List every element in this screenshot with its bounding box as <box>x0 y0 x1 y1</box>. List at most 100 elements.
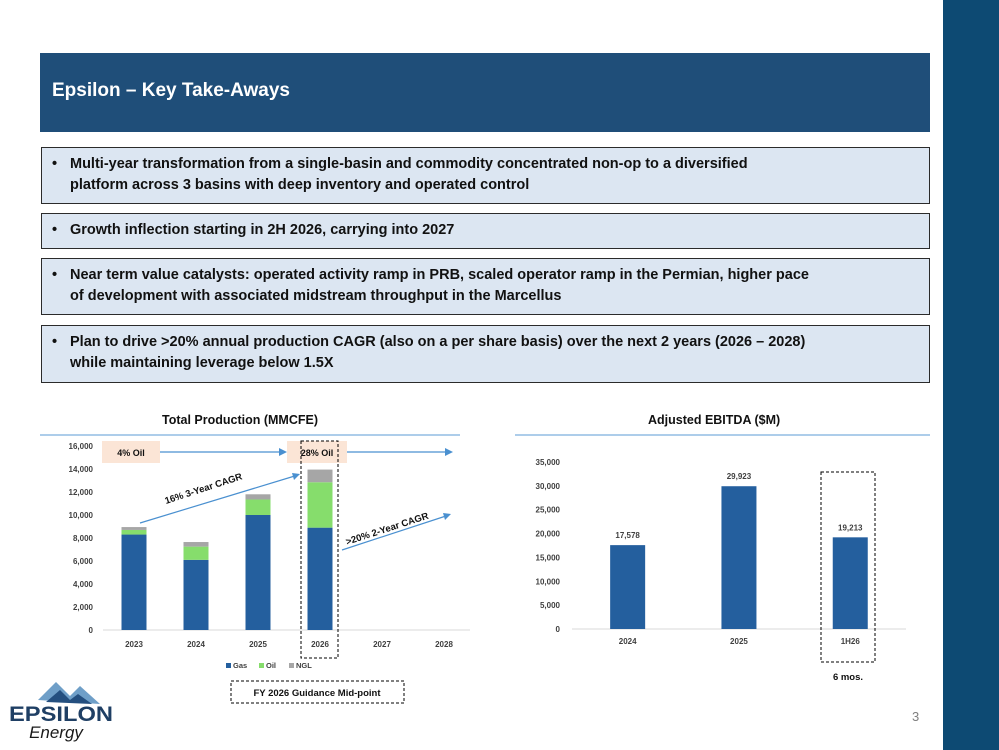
legend-swatch-ngl <box>289 663 294 668</box>
bullet-box-2: • Growth inflection starting in 2H 2026,… <box>41 213 930 249</box>
bars <box>121 469 333 630</box>
y-tick-label: 0 <box>556 625 561 634</box>
bullet-row: • Growth inflection starting in 2H 2026,… <box>52 220 917 241</box>
bullet-line: of development with associated midstream… <box>70 288 562 304</box>
bullet-row: • Multi-year transformation from a singl… <box>52 154 917 196</box>
cagr-3yr-arrow <box>139 474 299 524</box>
ebitda-chart: 0 5,000 10,000 15,000 20,000 25,000 30,000 35,0… <box>515 434 930 683</box>
bullet-line: Multi-year transformation from a single-… <box>70 156 748 172</box>
bullet-box-3: • Near term value catalysts: operated ac… <box>41 258 930 315</box>
oil-segment <box>307 482 333 528</box>
epsilon-logo: EPSILON Energy <box>9 682 113 742</box>
bullet-line: while maintaining leverage below 1.5X <box>70 355 334 371</box>
production-chart-title: Total Production (MMCFE) <box>162 413 318 427</box>
gas-segment <box>121 534 147 630</box>
legend: Gas Oil NGL <box>226 661 312 670</box>
y-tick-label: 16,000 <box>69 442 94 451</box>
gas-segment <box>183 559 209 630</box>
callout-box <box>287 441 347 463</box>
y-tick-label: 20,000 <box>536 530 561 539</box>
partial-period-label: 6 mos. <box>833 672 863 683</box>
bullet-row: • Plan to drive >20% annual production C… <box>52 332 917 374</box>
callout-box <box>102 441 160 463</box>
x-tick-label: 2023 <box>125 640 143 649</box>
ebitda-chart-title: Adjusted EBITDA ($M) <box>648 413 781 427</box>
cagr-2yr-arrow-head <box>443 513 451 520</box>
bullet-line: platform across 3 basins with deep inven… <box>70 177 530 193</box>
ebitda-bar <box>721 486 757 629</box>
y-tick-label: 5,000 <box>540 601 561 610</box>
legend-label-gas: Gas <box>233 661 247 670</box>
x-tick-label: 2026 <box>311 640 329 649</box>
y-tick-label: 30,000 <box>536 482 561 491</box>
slide-title: Epsilon – Key Take-Aways <box>52 80 290 101</box>
bars: 17,578 29,923 19,213 <box>610 472 868 629</box>
x-axis-ticks: 2024 2025 1H26 <box>619 637 861 646</box>
partial-period-highlight <box>820 471 876 663</box>
bullet-dot: • <box>52 334 58 350</box>
legend-label-oil: Oil <box>266 661 276 670</box>
y-tick-label: 10,000 <box>536 577 561 586</box>
bullet-line: Growth inflection starting in 2H 2026, c… <box>70 222 455 238</box>
title-band: Epsilon – Key Take-Aways <box>40 53 930 132</box>
y-axis-ticks: 0 2,000 4,000 6,000 8,000 10,000 12,000 14,000 1… <box>69 442 94 635</box>
x-tick-label: 2027 <box>373 640 391 649</box>
data-label: 17,578 <box>615 531 640 540</box>
logo-wordmark: EPSILON <box>9 703 113 726</box>
bullet-line: Near term value catalysts: operated acti… <box>70 267 809 283</box>
y-tick-label: 10,000 <box>69 511 94 520</box>
x-tick-label: 2025 <box>249 640 267 649</box>
legend-swatch-gas <box>226 663 231 668</box>
cagr-2yr-arrow <box>341 514 450 551</box>
gas-segment <box>307 527 333 630</box>
bullet-dot: • <box>52 222 58 238</box>
ebitda-bar <box>832 537 868 629</box>
x-tick-label: 2025 <box>730 637 748 646</box>
y-tick-label: 6,000 <box>73 557 94 566</box>
y-tick-label: 35,000 <box>536 458 561 467</box>
logo-subtitle: Energy <box>29 723 84 742</box>
x-tick-label: 2024 <box>619 637 637 646</box>
logo-mountain-front <box>46 690 92 704</box>
x-tick-label: 1H26 <box>841 637 861 646</box>
y-tick-label: 0 <box>89 626 94 635</box>
cagr-3yr-label: 16% 3-Year CAGR <box>164 471 244 506</box>
callout-text: 4% Oil <box>117 448 145 458</box>
oil-callout-2023: 4% Oil <box>102 441 160 463</box>
legend-swatch-oil <box>259 663 264 668</box>
guidance-label-box <box>230 680 405 704</box>
bullet-line: Plan to drive >20% annual production CAG… <box>70 334 806 350</box>
y-tick-label: 25,000 <box>536 506 561 515</box>
cagr-3yr-arrow-head <box>292 473 300 480</box>
y-tick-label: 14,000 <box>69 465 94 474</box>
guidance-highlight <box>300 440 339 659</box>
x-tick-label: 2024 <box>187 640 205 649</box>
oil-segment <box>183 546 209 560</box>
y-tick-label: 4,000 <box>73 580 94 589</box>
bullet-row: • Near term value catalysts: operated ac… <box>52 265 917 307</box>
x-tick-label: 2028 <box>435 640 453 649</box>
oil-callout-2026: 28% Oil <box>287 441 347 463</box>
production-chart: 0 2,000 4,000 6,000 8,000 10,000 12,000 14,000 1… <box>40 434 470 704</box>
ngl-segment <box>121 527 147 530</box>
oil-segment <box>245 499 271 515</box>
bullet-dot: • <box>52 267 58 283</box>
y-tick-label: 12,000 <box>69 488 94 497</box>
ngl-segment <box>183 542 209 547</box>
ebitda-bar <box>610 545 646 629</box>
bullet-dot: • <box>52 156 58 172</box>
oil-arrow-2-head <box>445 448 453 456</box>
cagr-2yr-label: >20% 2-Year CAGR <box>345 511 431 548</box>
gas-segment <box>245 515 271 630</box>
bullet-box-4: • Plan to drive >20% annual production C… <box>41 325 930 383</box>
y-tick-label: 2,000 <box>73 603 94 612</box>
oil-arrow-1-head <box>279 448 287 456</box>
guidance-label: FY 2026 Guidance Mid-point <box>253 688 381 699</box>
y-axis-ticks: 0 5,000 10,000 15,000 20,000 25,000 30,000 35,0… <box>536 458 561 634</box>
page-number: 3 <box>912 709 920 724</box>
oil-segment <box>121 529 147 535</box>
y-tick-label: 8,000 <box>73 534 94 543</box>
data-label: 19,213 <box>838 523 863 532</box>
legend-label-ngl: NGL <box>296 661 312 670</box>
ngl-segment <box>307 469 333 483</box>
